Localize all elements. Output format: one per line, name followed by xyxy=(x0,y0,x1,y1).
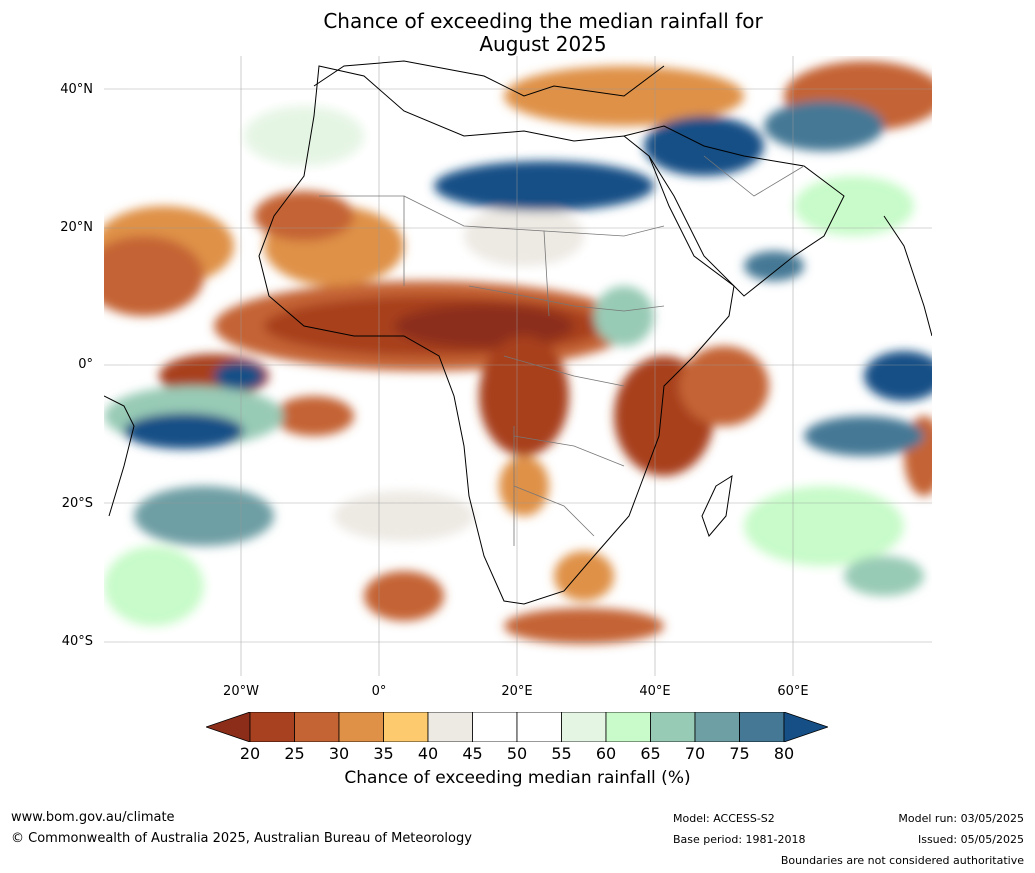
field-wet xyxy=(744,486,904,566)
colorbar-segment xyxy=(516,712,562,742)
colorbar-tick: 50 xyxy=(506,744,528,763)
field-very-wet xyxy=(864,351,932,401)
border-line xyxy=(543,225,665,237)
field-dry xyxy=(274,396,354,436)
field-dry xyxy=(104,236,204,316)
lon-label-20e: 20°E xyxy=(501,684,533,699)
lat-label-40s: 40°S xyxy=(61,634,93,649)
field-wet xyxy=(104,546,204,626)
field-very-wet xyxy=(124,413,244,449)
colorbar-tick: 65 xyxy=(640,744,661,763)
colorbar-tick: 75 xyxy=(729,744,750,763)
colorbar-tick: 40 xyxy=(417,744,439,763)
border-line xyxy=(703,155,805,197)
field-very-wet xyxy=(214,362,264,390)
field-dry xyxy=(499,456,549,516)
colorbar-tick: 25 xyxy=(284,744,305,763)
colorbar-tick: 30 xyxy=(328,744,350,763)
rainfall-probability-map[interactable] xyxy=(104,56,932,676)
colorbar-segment xyxy=(383,712,429,742)
field-dry xyxy=(364,571,444,621)
lon-label-60e: 60°E xyxy=(777,684,809,699)
colorbar-tick: 45 xyxy=(462,744,483,763)
issued-date: Issued: 05/05/2025 xyxy=(917,833,1024,846)
field-very-dry xyxy=(394,304,574,348)
field-neutral xyxy=(464,206,584,266)
border-line xyxy=(468,285,665,312)
lat-label-40n: 40°N xyxy=(60,82,93,97)
border-line xyxy=(403,195,550,317)
field-dry xyxy=(479,336,569,456)
border-line xyxy=(503,355,625,387)
coastlines xyxy=(104,60,932,605)
model-name: Model: ACCESS-S2 xyxy=(673,812,775,825)
field-dry xyxy=(554,551,614,601)
base-period: Base period: 1981-2018 xyxy=(673,833,806,846)
lat-label-20n: 20°N xyxy=(60,220,93,235)
map-svg xyxy=(104,56,932,676)
field-dry xyxy=(504,608,664,644)
colorbar-tick: 55 xyxy=(551,744,572,763)
arabia-coastline xyxy=(623,125,845,297)
colorbar-segment xyxy=(472,712,518,742)
field-dry xyxy=(254,191,354,241)
field-wet xyxy=(134,486,274,546)
field-wet xyxy=(744,251,804,281)
colorbar-arrow-low xyxy=(206,712,251,742)
madagascar-coastline xyxy=(701,475,733,537)
lat-label-0: 0° xyxy=(78,357,93,372)
brazil-coastline xyxy=(104,395,135,517)
country-borders xyxy=(319,155,805,546)
lon-label-0: 0° xyxy=(371,684,387,699)
footer-url-link[interactable]: www.bom.gov.au/climate xyxy=(11,810,175,825)
colorbar-segment xyxy=(605,712,651,742)
colorbar-segment xyxy=(294,712,340,742)
india-coastline xyxy=(883,215,932,337)
lat-label-20s: 20°S xyxy=(61,496,93,511)
field-wet xyxy=(804,416,924,456)
colorbar-segment xyxy=(249,712,295,742)
footer-copyright: © Commonwealth of Australia 2025, Austra… xyxy=(11,831,472,846)
colorbar-tick: 20 xyxy=(239,744,261,763)
field-wet xyxy=(844,556,924,596)
colorbar-tick: 60 xyxy=(595,744,617,763)
lon-label-20w: 20°W xyxy=(223,684,259,699)
colorbar-segment xyxy=(650,712,696,742)
colorbar-tick: 80 xyxy=(773,744,795,763)
colorbar-segment xyxy=(739,712,785,742)
field-neutral xyxy=(334,491,474,541)
colorbar-tick: 35 xyxy=(373,744,394,763)
title-line-2: August 2025 xyxy=(479,32,607,56)
field-dry xyxy=(679,346,769,426)
colorbar-segment xyxy=(561,712,607,742)
colorbar-segment xyxy=(427,712,473,742)
africa-coastline xyxy=(258,65,735,605)
colorbar xyxy=(206,712,828,742)
graticule xyxy=(104,56,932,676)
model-run-date: Model run: 03/05/2025 xyxy=(898,812,1024,825)
field-very-wet xyxy=(764,101,884,151)
map-title: Chance of exceeding the median rainfall … xyxy=(0,10,1035,56)
field-wet xyxy=(594,286,654,346)
colorbar-segment xyxy=(338,712,384,742)
field-wet xyxy=(794,176,914,236)
europe-coastline xyxy=(313,60,665,97)
title-line-1: Chance of exceeding the median rainfall … xyxy=(323,9,763,33)
probability-fields xyxy=(104,61,932,644)
border-line xyxy=(513,485,595,537)
field-very-wet xyxy=(434,161,654,211)
field-wet xyxy=(244,106,364,166)
colorbar-label: Chance of exceeding median rainfall (%) xyxy=(344,768,691,788)
lon-label-40e: 40°E xyxy=(639,684,671,699)
colorbar-segment xyxy=(694,712,740,742)
colorbar-tick: 70 xyxy=(684,744,706,763)
border-line xyxy=(513,435,625,467)
colorbar-arrow-high xyxy=(783,712,828,742)
boundaries-disclaimer: Boundaries are not considered authoritat… xyxy=(780,854,1024,867)
